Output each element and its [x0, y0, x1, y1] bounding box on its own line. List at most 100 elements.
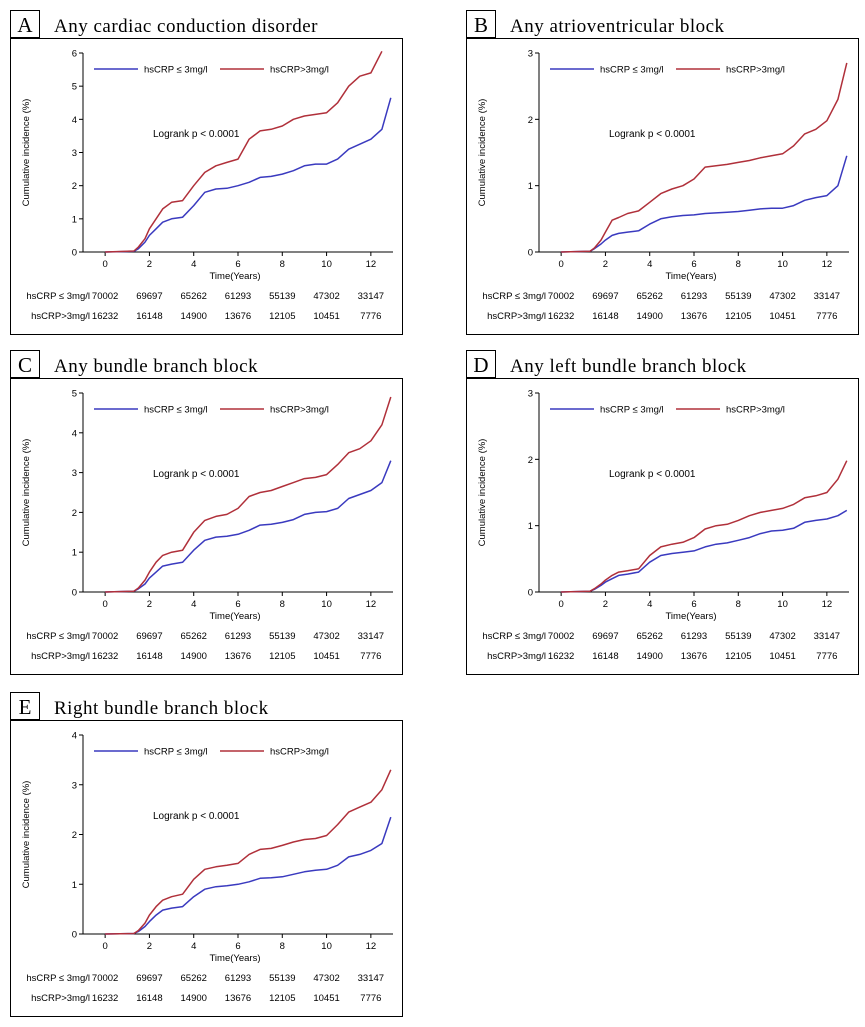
chart-title: Any left bundle branch block — [510, 356, 747, 377]
x-tick-label: 8 — [280, 599, 285, 610]
panel-letter: C — [18, 353, 32, 377]
panel-d: D Any left bundle branch block 0 1 2 3 0 2 4 6 8 10… — [466, 348, 860, 676]
logrank-annotation: Logrank p < 0.0001 — [609, 469, 696, 480]
risk-row-label: hsCRP>3mg/l — [487, 651, 546, 662]
risk-row-label: hsCRP ≤ 3mg/l — [482, 631, 546, 642]
y-tick-label: 2 — [528, 455, 533, 466]
legend-label: hsCRP ≤ 3mg/l — [600, 405, 664, 416]
series-line-low-crp — [561, 155, 848, 253]
y-tick-label: 0 — [72, 588, 77, 599]
series-line-high-crp — [105, 50, 383, 253]
risk-count: 12105 — [269, 651, 295, 662]
y-tick-label: 1 — [72, 548, 77, 559]
risk-count: 14900 — [181, 651, 207, 662]
panel-letter-box — [10, 10, 40, 38]
y-tick-label: 4 — [72, 731, 77, 742]
series-line-high-crp — [561, 62, 848, 253]
panel-frame — [10, 720, 403, 1017]
series-line-high-crp — [105, 769, 392, 935]
series-line-high-crp — [561, 460, 848, 593]
risk-count: 65262 — [637, 631, 663, 642]
risk-row-label: hsCRP>3mg/l — [31, 311, 90, 322]
risk-row-label: hsCRP>3mg/l — [31, 993, 90, 1004]
y-tick-label: 0 — [72, 248, 77, 259]
legend-label: hsCRP>3mg/l — [726, 405, 785, 416]
x-tick-label: 6 — [235, 259, 240, 270]
x-tick-label: 4 — [191, 259, 196, 270]
risk-count: 7776 — [360, 651, 381, 662]
risk-row-label: hsCRP ≤ 3mg/l — [26, 631, 90, 642]
risk-count: 33147 — [358, 973, 384, 984]
risk-count: 47302 — [313, 631, 339, 642]
panel-a: A Any cardiac conduction disorder 0 1 2 3 4 5 6 0… — [10, 8, 404, 336]
legend-label: hsCRP>3mg/l — [270, 747, 329, 758]
x-tick-label: 10 — [321, 599, 332, 610]
risk-row-label: hsCRP ≤ 3mg/l — [26, 973, 90, 984]
risk-count: 13676 — [225, 993, 251, 1004]
risk-count: 70002 — [92, 973, 118, 984]
chart-svg: A Any cardiac conduction disorder01234560… — [10, 10, 403, 335]
panel-b: B Any atrioventricular block 0 1 2 3 0 2 4 6 8 10 12… — [466, 8, 860, 336]
x-axis-label: Time(Years) — [209, 953, 260, 964]
legend-label: hsCRP>3mg/l — [270, 405, 329, 416]
y-tick-label: 1 — [72, 880, 77, 891]
risk-count: 61293 — [681, 291, 707, 302]
x-tick-label: 2 — [147, 599, 152, 610]
panel-c: C Any bundle branch block 0 1 2 3 4 5 0 2 4 6 8 10 12 T… — [10, 348, 404, 676]
x-tick-label: 6 — [235, 941, 240, 952]
legend-label: hsCRP ≤ 3mg/l — [600, 65, 664, 76]
y-tick-label: 2 — [528, 115, 533, 126]
panel-letter-box — [466, 10, 496, 38]
y-tick-label: 3 — [72, 148, 77, 159]
panel-letter-box — [10, 692, 40, 720]
risk-count: 12105 — [725, 651, 751, 662]
x-tick-label: 6 — [235, 599, 240, 610]
risk-count: 7776 — [816, 651, 837, 662]
legend-label: hsCRP ≤ 3mg/l — [144, 747, 208, 758]
risk-count: 55139 — [269, 631, 295, 642]
risk-count: 16148 — [592, 651, 618, 662]
risk-count: 16148 — [136, 651, 162, 662]
risk-count: 69697 — [136, 973, 162, 984]
x-tick-label: 6 — [691, 599, 696, 610]
panel-frame — [10, 38, 403, 335]
x-tick-label: 12 — [366, 941, 377, 952]
y-tick-label: 0 — [528, 588, 533, 599]
x-tick-label: 0 — [558, 259, 563, 270]
legend-label: hsCRP>3mg/l — [270, 65, 329, 76]
risk-count: 47302 — [313, 291, 339, 302]
risk-count: 70002 — [92, 291, 118, 302]
y-tick-label: 3 — [528, 49, 533, 60]
y-axis-label: Cumulative incidence (%) — [477, 439, 488, 547]
panel-letter: D — [473, 353, 488, 377]
x-tick-label: 2 — [603, 599, 608, 610]
risk-count: 16232 — [548, 311, 574, 322]
risk-count: 55139 — [725, 631, 751, 642]
y-tick-label: 3 — [528, 389, 533, 400]
risk-count: 13676 — [225, 651, 251, 662]
y-tick-label: 5 — [72, 389, 77, 400]
x-tick-label: 10 — [321, 259, 332, 270]
y-tick-label: 2 — [72, 830, 77, 841]
series-line-low-crp — [105, 816, 392, 935]
risk-count: 12105 — [269, 993, 295, 1004]
risk-count: 10451 — [313, 651, 339, 662]
risk-count: 61293 — [225, 291, 251, 302]
x-axis-label: Time(Years) — [665, 611, 716, 622]
panel-letter: A — [17, 13, 33, 37]
panel-e: E Right bundle branch block 0 1 2 3 4 0 2 4 6 8 10 12… — [10, 690, 404, 1018]
y-tick-label: 0 — [528, 248, 533, 259]
risk-count: 12105 — [269, 311, 295, 322]
panel-frame — [466, 378, 859, 675]
x-axis-label: Time(Years) — [665, 271, 716, 282]
x-tick-label: 12 — [366, 259, 377, 270]
x-tick-label: 8 — [280, 259, 285, 270]
x-tick-label: 10 — [321, 941, 332, 952]
risk-count: 61293 — [225, 631, 251, 642]
risk-count: 10451 — [313, 993, 339, 1004]
panel-letter: E — [19, 695, 32, 719]
y-tick-label: 0 — [72, 930, 77, 941]
